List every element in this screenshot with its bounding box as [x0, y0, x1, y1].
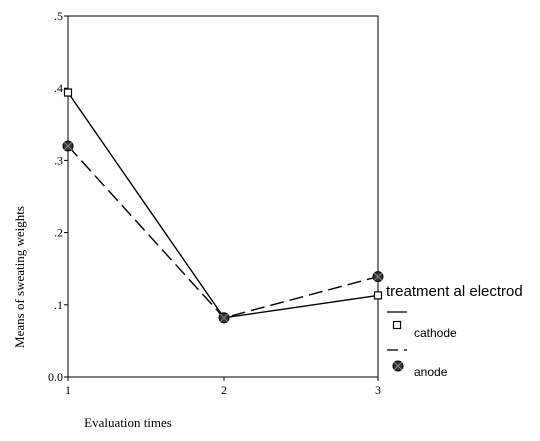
y-tick-label: .5 [54, 9, 63, 23]
legend-anode-marker [392, 360, 404, 372]
x-tick-label: 3 [375, 383, 381, 397]
data-point-cathode [63, 88, 73, 97]
legend: treatment al electrod cathode anode [386, 283, 523, 379]
y-tick-label: .2 [54, 226, 63, 240]
series-lines [67, 92, 379, 319]
x-tick-label: 2 [221, 383, 227, 397]
legend-title: treatment al electrod [386, 283, 523, 300]
y-tick-label: 0.0 [48, 370, 63, 384]
data-point-anode [372, 271, 384, 283]
y-tick-label: .3 [54, 153, 63, 167]
legend-cathode-label: cathode [414, 326, 457, 340]
y-tick-label: .4 [54, 81, 63, 95]
data-point-anode [218, 312, 230, 324]
x-axis: 1 2 3 [65, 377, 381, 397]
y-tick-label: .1 [54, 298, 63, 312]
plot-frame [67, 15, 379, 378]
y-axis-title: Means of sweating weights [12, 206, 27, 348]
x-tick-label: 1 [65, 383, 71, 397]
series-line-cathode [67, 92, 379, 319]
legend-anode-label: anode [414, 365, 448, 379]
data-point-cathode [373, 291, 383, 300]
series-line-anode [67, 145, 379, 319]
series-markers [62, 88, 384, 324]
y-axis: 0.0 .1 .2 .3 .4 .5 [48, 9, 68, 384]
data-point-anode [62, 140, 74, 152]
x-axis-title: Evaluation times [84, 415, 172, 430]
legend-cathode-marker [392, 320, 402, 330]
